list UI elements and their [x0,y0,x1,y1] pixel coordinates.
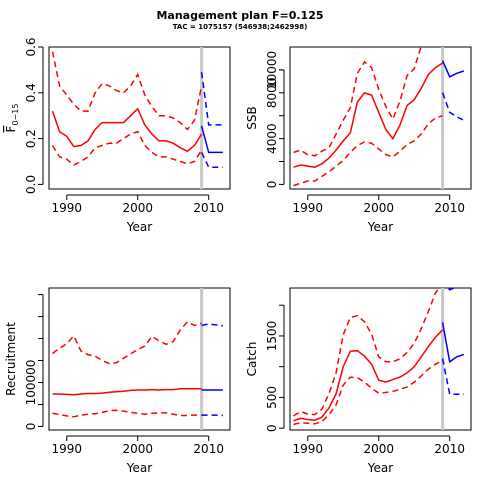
history-lower-line [52,409,202,418]
y-tick-label: 0 [24,423,38,431]
history-lower-line [51,130,203,166]
y-axis-label-main: F [4,125,18,132]
series-group [51,51,223,168]
projection-lower-line [441,358,464,396]
y-axis-label-sub: 0−15 [11,104,20,126]
series-group [52,320,223,418]
x-tick-label: 1990 [51,442,82,456]
y-tick-label: 10000 [265,51,279,89]
history-median-line [293,62,444,168]
x-tick-label: 1990 [292,201,323,215]
y-tick-label: 0.6 [24,37,38,56]
x-tick-label: 2000 [363,201,394,215]
history-lower-line [293,359,443,426]
y-tick-label: 1500 [265,321,279,352]
plot-frame [48,46,231,190]
y-tick-label: 500 [265,386,279,409]
history-median-line [293,329,444,422]
plot-frame [289,46,472,190]
x-tick-label: 2010 [434,442,465,456]
y-tick-label: 100000 [24,360,38,406]
history-upper-line [51,51,203,131]
figure-title: Management plan F=0.125 [156,9,324,22]
projection-lower-line [200,152,223,168]
panel-2: 1990 2000 2010 Year 0 100000 Recruitment [4,287,231,475]
projection-median-line [200,125,223,154]
projection-median-line [441,322,465,364]
y-tick-label: 0.4 [24,83,38,102]
x-tick-label: 2010 [434,201,465,215]
x-tick-label: 2000 [122,201,153,215]
y-axis-label: Recruitment [4,322,18,396]
panel-3: 1990 2000 2010 Year 0 500 1500 Catch [245,287,472,475]
history-upper-line [293,288,441,417]
y-tick-label: 8000 [265,78,279,109]
projection-lower-line [441,92,465,121]
x-axis-label: Year [367,220,393,234]
x-tick-label: 1990 [292,442,323,456]
y-axis-label: F0−15 [4,104,20,133]
x-tick-label: 1990 [51,201,82,215]
plot-frame [289,287,472,431]
history-median-line [51,107,203,153]
y-axis-label: SSB [245,106,259,129]
figure-subtitle: TAC = 1075157 (546938;2462998) [172,23,308,31]
x-axis-label: Year [126,461,152,475]
projection-upper-line [200,72,223,126]
projection-upper-line [443,13,464,25]
history-upper-line [52,320,202,365]
x-axis-label: Year [367,461,393,475]
y-tick-label: 0.0 [24,175,38,194]
panel-0: 1990 2000 2010 Year 0.0 0.2 0.4 0.6 F0−15 [4,37,231,234]
projection-upper-line [201,323,223,327]
y-tick-label: 0 [265,181,279,189]
history-lower-line [293,114,443,187]
x-tick-label: 2000 [363,442,394,456]
plot-frame [48,287,231,431]
y-tick-label: 4000 [265,123,279,154]
y-axis-label: Catch [245,342,259,377]
x-tick-label: 2010 [193,201,224,215]
projection-upper-line [447,288,456,291]
history-median-line [52,387,202,396]
y-tick-label: 0 [265,424,279,432]
projection-median-line [441,60,465,78]
x-tick-label: 2000 [122,442,153,456]
series-group [293,13,465,187]
y-tick-label: 0.2 [24,129,38,148]
x-axis-label: Year [126,220,152,234]
series-group [293,288,465,426]
x-tick-label: 2010 [193,442,224,456]
